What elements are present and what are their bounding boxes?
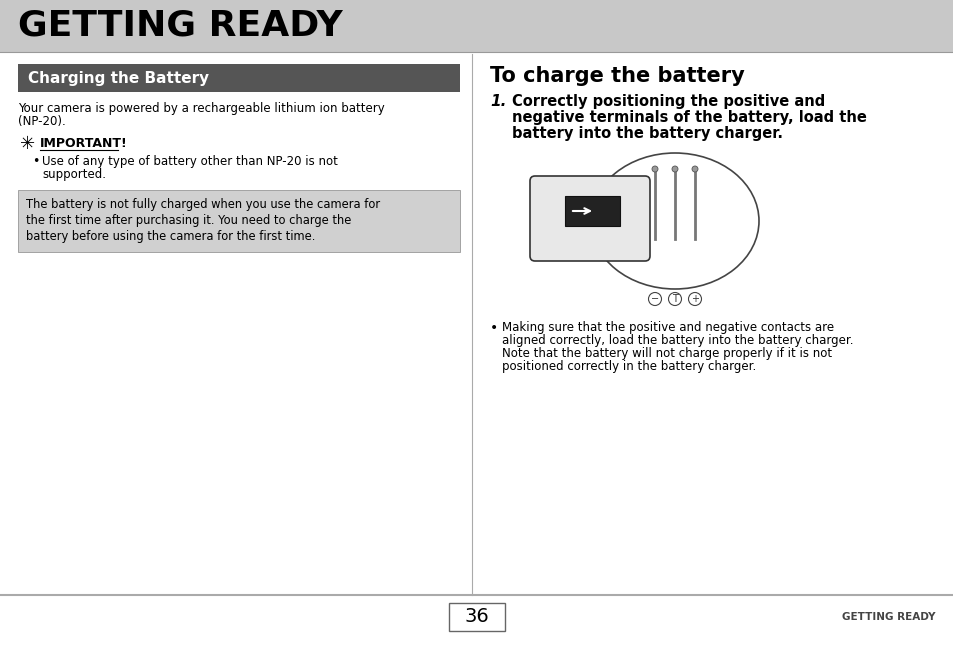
Text: battery before using the camera for the first time.: battery before using the camera for the … [26,230,315,243]
Text: positioned correctly in the battery charger.: positioned correctly in the battery char… [501,360,756,373]
Text: GETTING READY: GETTING READY [18,9,342,43]
Bar [18,64,459,92]
Circle shape [668,293,680,306]
Text: Charging the Battery: Charging the Battery [28,70,209,85]
Text: ✳: ✳ [20,135,35,153]
Text: IMPORTANT!: IMPORTANT! [40,137,128,150]
Text: Note that the battery will not charge properly if it is not: Note that the battery will not charge pr… [501,348,831,360]
Bar [18,190,459,252]
Bar [0,0,953,52]
Text: Correctly positioning the positive and: Correctly positioning the positive and [512,94,824,109]
Text: aligned correctly, load the battery into the battery charger.: aligned correctly, load the battery into… [501,334,853,348]
Ellipse shape [590,153,759,289]
Circle shape [651,166,658,172]
Text: supported.: supported. [42,168,106,181]
Text: 1.: 1. [490,94,506,109]
Text: Your camera is powered by a rechargeable lithium ion battery: Your camera is powered by a rechargeable… [18,102,384,115]
Text: negative terminals of the battery, load the: negative terminals of the battery, load … [512,110,866,125]
Text: −: − [650,294,659,304]
FancyBboxPatch shape [530,176,649,261]
Bar [449,603,504,631]
Text: •: • [490,321,497,335]
Text: +: + [690,294,699,304]
Text: The battery is not fully charged when you use the camera for: The battery is not fully charged when yo… [26,198,379,211]
Text: the first time after purchasing it. You need to charge the: the first time after purchasing it. You … [26,214,351,227]
Circle shape [691,166,698,172]
Text: (NP-20).: (NP-20). [18,115,66,128]
Text: 36: 36 [464,607,489,627]
Text: Use of any type of battery other than NP-20 is not: Use of any type of battery other than NP… [42,155,337,168]
Text: •: • [32,155,39,168]
Text: GETTING READY: GETTING READY [841,612,935,622]
Circle shape [688,293,700,306]
Bar [564,196,619,226]
Text: battery into the battery charger.: battery into the battery charger. [512,126,782,141]
Circle shape [671,166,678,172]
Circle shape [648,293,660,306]
Text: To charge the battery: To charge the battery [490,66,744,86]
Text: T: T [671,294,678,304]
Text: Making sure that the positive and negative contacts are: Making sure that the positive and negati… [501,321,833,334]
